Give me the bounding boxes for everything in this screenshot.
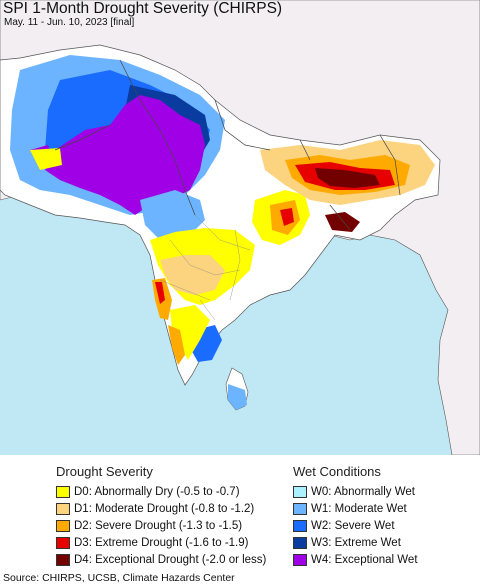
w4-label: W4: Exceptional Wet: [311, 554, 418, 566]
d1-label: D1: Moderate Drought (-0.8 to -1.2): [74, 503, 255, 515]
drought-d1-central: [160, 255, 225, 295]
d2-label: D2: Severe Drought (-1.3 to -1.5): [74, 520, 243, 532]
map-title: SPI 1-Month Drought Severity (CHIRPS): [3, 0, 283, 17]
legend-d3: D3: Extreme Drought (-1.6 to -1.9): [56, 536, 248, 550]
legend-w3: W3: Extreme Wet: [293, 536, 401, 550]
country-borders: [54, 59, 401, 231]
w3-swatch: [293, 537, 307, 549]
w0-swatch: [293, 486, 307, 498]
legend-d1: D1: Moderate Drought (-0.8 to -1.2): [56, 502, 254, 516]
drought-legend-title: Drought Severity: [56, 464, 153, 479]
d2-swatch: [56, 520, 70, 532]
legend-d2: D2: Severe Drought (-1.3 to -1.5): [56, 519, 242, 533]
drought-map: SPI 1-Month Drought Severity (CHIRPS) Ma…: [0, 0, 480, 455]
drought-d3-east: [280, 208, 294, 226]
state-borders: [159, 214, 251, 321]
legend-w1: W1: Moderate Wet: [293, 502, 407, 516]
w3-label: W3: Extreme Wet: [311, 537, 401, 549]
wet-w1-central: [140, 190, 205, 240]
wet-w4-pakistan: [45, 95, 205, 215]
d0-swatch: [56, 486, 70, 498]
legend-w2: W2: Severe Wet: [293, 519, 395, 533]
w1-swatch: [293, 503, 307, 515]
map-canvas: [0, 0, 480, 455]
d4-label: D4: Exceptional Drought (-2.0 or less): [74, 554, 267, 566]
w2-swatch: [293, 520, 307, 532]
legend: Drought Severity Wet Conditions D0: Abno…: [0, 455, 480, 586]
legend-w4: W4: Exceptional Wet: [293, 553, 418, 567]
d4-swatch: [56, 554, 70, 566]
drought-d3-west-coast: [155, 282, 165, 304]
legend-d4: D4: Exceptional Drought (-2.0 or less): [56, 553, 266, 567]
legend-d0: D0: Abnormally Dry (-0.5 to -0.7): [56, 485, 240, 499]
legend-w0: W0: Abnormally Wet: [293, 485, 415, 499]
drought-d4-northeast: [315, 168, 380, 188]
d3-swatch: [56, 537, 70, 549]
drought-d0-northwest: [30, 148, 62, 170]
w0-label: W0: Abnormally Wet: [311, 486, 415, 498]
d0-label: D0: Abnormally Dry (-0.5 to -0.7): [74, 486, 240, 498]
drought-d2-southwest: [168, 325, 185, 365]
map-subtitle: May. 11 - Jun. 10, 2023 [final]: [4, 17, 135, 28]
w1-label: W1: Moderate Wet: [311, 503, 407, 515]
source-credit: Source: CHIRPS, UCSB, Climate Hazards Ce…: [3, 572, 235, 584]
d3-label: D3: Extreme Drought (-1.6 to -1.9): [74, 537, 249, 549]
drought-d4-bangladesh: [325, 212, 360, 232]
w2-label: W2: Severe Wet: [311, 520, 395, 532]
d1-swatch: [56, 503, 70, 515]
drought-d0-south: [170, 305, 210, 360]
wet-w1-srilanka: [228, 384, 247, 410]
wet-legend-title: Wet Conditions: [293, 464, 381, 479]
w4-swatch: [293, 554, 307, 566]
